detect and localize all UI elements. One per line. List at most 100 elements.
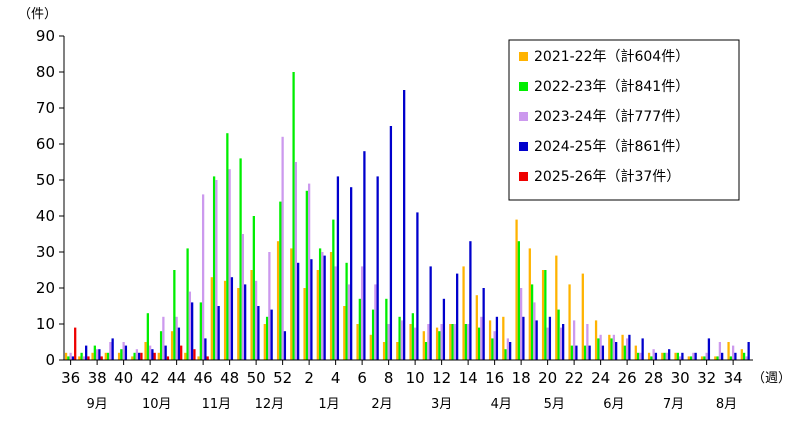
bar [502, 316, 505, 360]
bar [85, 345, 88, 360]
bar [87, 356, 90, 360]
bar [469, 241, 472, 360]
bar [665, 352, 669, 360]
bar [398, 316, 401, 360]
bar [700, 356, 704, 360]
bars [64, 72, 750, 360]
bar [674, 352, 677, 360]
bar [131, 356, 134, 360]
bar [162, 316, 165, 360]
bar [215, 180, 218, 360]
bar [369, 334, 372, 360]
bar [705, 352, 708, 360]
x-tick-label: 42 [141, 369, 160, 387]
bar [98, 349, 101, 360]
bar [297, 262, 300, 360]
bar [263, 324, 266, 360]
bar [177, 327, 181, 360]
bar [714, 356, 717, 360]
bar [727, 342, 730, 360]
bar [615, 342, 618, 360]
bar [475, 295, 478, 360]
x-tick-label: 44 [167, 369, 186, 387]
x-tick-label: 48 [220, 369, 239, 387]
bar [411, 313, 414, 360]
x-tick-label: 24 [591, 369, 610, 387]
bar [612, 334, 616, 360]
bar [228, 169, 231, 360]
bar [241, 234, 245, 360]
bar [117, 352, 121, 360]
legend-swatch [519, 172, 528, 181]
bar [303, 288, 306, 360]
bar [336, 176, 340, 360]
bar [106, 352, 110, 360]
bar [109, 342, 112, 360]
bar [621, 334, 624, 360]
bar [363, 151, 366, 360]
bar [740, 349, 743, 360]
bar [334, 266, 337, 360]
bar [71, 356, 75, 360]
bar [350, 187, 353, 360]
legend-label: 2024-25年（計861件） [534, 139, 689, 155]
bar [120, 349, 123, 360]
bar [424, 342, 428, 360]
bar [504, 349, 507, 360]
bar [206, 356, 209, 360]
x-tick-label: 30 [671, 369, 690, 387]
bar [559, 327, 563, 360]
bar [533, 302, 536, 360]
y-tick-label: 0 [45, 351, 55, 369]
bar [100, 356, 103, 360]
y-tick-label: 90 [36, 27, 55, 45]
bar [517, 241, 520, 360]
bar [541, 270, 545, 360]
bar [250, 270, 253, 360]
bar [91, 352, 94, 360]
bar [144, 342, 147, 360]
bar [82, 356, 86, 360]
x-tick-label: 10 [406, 369, 425, 387]
bar [466, 324, 470, 360]
bar [477, 327, 481, 360]
bar [212, 176, 216, 360]
bar [164, 345, 167, 360]
bar [170, 331, 174, 360]
bar [435, 327, 439, 360]
bar [427, 324, 430, 360]
bar [422, 331, 425, 360]
x-tick-label: 32 [697, 369, 716, 387]
bar [400, 320, 404, 360]
x-tick-label: 20 [538, 369, 557, 387]
bar [575, 345, 578, 360]
bar [718, 342, 722, 360]
bar [191, 302, 194, 360]
y-tick-label: 20 [36, 279, 55, 297]
x-tick-label: 22 [565, 369, 584, 387]
legend-label: 2022-23年（計841件） [534, 79, 689, 95]
bar [347, 284, 351, 360]
legend-label: 2023-24年（計777件） [534, 109, 689, 125]
bar [515, 219, 518, 360]
y-tick-label: 10 [36, 315, 55, 333]
bar [135, 349, 139, 360]
bar [290, 248, 293, 360]
x-tick-label: 52 [273, 369, 292, 387]
bar [151, 349, 154, 360]
bar [581, 273, 584, 360]
bar [226, 133, 229, 360]
bar [522, 316, 525, 360]
bar [462, 266, 465, 360]
y-tick-label: 40 [36, 207, 55, 225]
x-tick-label: 14 [459, 369, 478, 387]
bar [329, 252, 333, 360]
bar [305, 190, 308, 360]
bar [429, 266, 432, 360]
bar [403, 90, 406, 360]
y-tick-label: 50 [36, 171, 55, 189]
month-label: 6月 [603, 397, 624, 412]
x-tick-label: 18 [512, 369, 531, 387]
bar [204, 338, 207, 360]
bar [360, 266, 364, 360]
